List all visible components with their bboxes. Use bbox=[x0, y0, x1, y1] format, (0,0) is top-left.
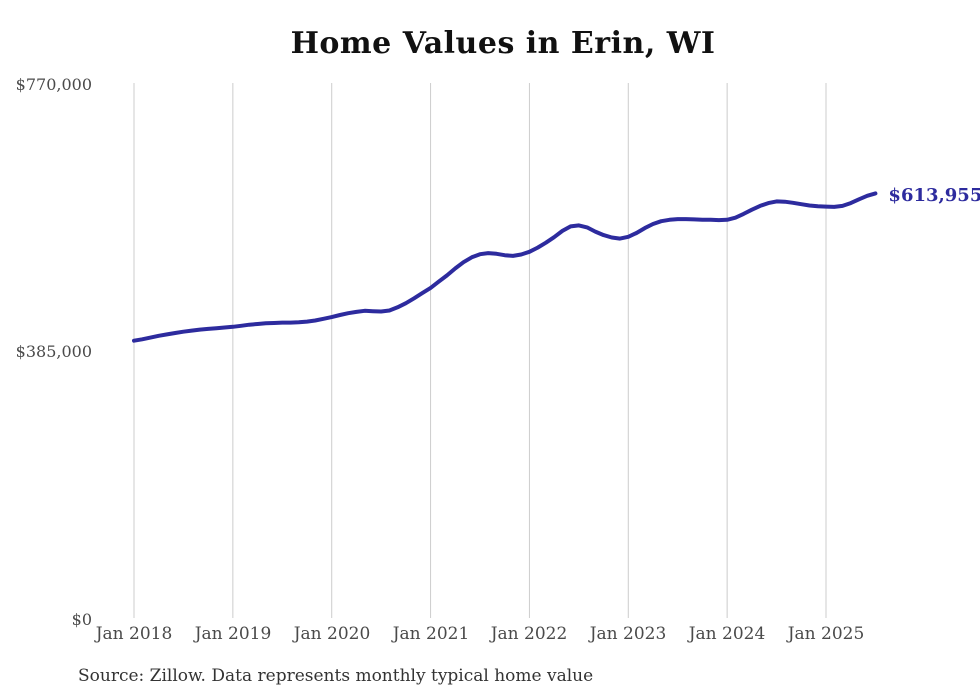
vertical-gridlines bbox=[133, 83, 827, 618]
y-axis-tick-770000: $770,000 bbox=[15, 75, 92, 94]
x-axis-tick-jan-2018: Jan 2018 bbox=[95, 624, 173, 644]
x-axis-tick-jan-2020: Jan 2020 bbox=[293, 624, 371, 644]
x-axis-tick-jan-2021: Jan 2021 bbox=[392, 624, 470, 644]
y-axis-tick-385000: $385,000 bbox=[15, 342, 92, 361]
y-axis-tick-0: $0 bbox=[71, 610, 92, 629]
x-axis-tick-jan-2025: Jan 2025 bbox=[787, 624, 865, 644]
x-axis-tick-jan-2022: Jan 2022 bbox=[490, 624, 568, 644]
final-value-annotation: $613,955 bbox=[888, 185, 980, 207]
home-value-line-series bbox=[132, 191, 878, 343]
x-axis-tick-jan-2019: Jan 2019 bbox=[194, 624, 272, 644]
x-axis-tick-jan-2023: Jan 2023 bbox=[589, 624, 667, 644]
x-axis-tick-jan-2024: Jan 2024 bbox=[688, 624, 766, 644]
chart-title: Home Values in Erin, WI bbox=[290, 26, 716, 61]
source-note: Source: Zillow. Data represents monthly … bbox=[78, 666, 594, 686]
